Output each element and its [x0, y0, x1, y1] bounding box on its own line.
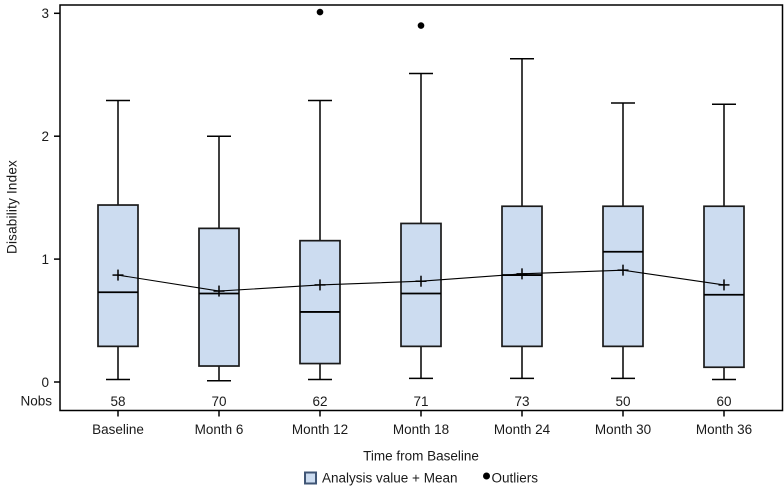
nobs-value: 62 — [312, 394, 327, 409]
y-tick-label: 2 — [41, 129, 49, 144]
nobs-value: 73 — [514, 394, 529, 409]
outlier-dot — [417, 22, 425, 29]
legend-outlier-dot-icon — [483, 472, 491, 480]
outlier-dot — [316, 8, 324, 16]
x-tick-label: Month 24 — [494, 422, 551, 437]
y-tick-label: 0 — [41, 375, 49, 390]
box-month-12 — [299, 239, 341, 365]
box-month-30 — [602, 205, 644, 348]
x-axis-title: Time from Baseline — [363, 448, 479, 464]
nobs-value: 58 — [110, 394, 125, 409]
y-tick-label: 3 — [41, 6, 49, 21]
x-tick-label: Month 6 — [195, 422, 244, 437]
legend-outliers-label: Outliers — [491, 470, 538, 486]
legend: Analysis value + Mean Outliers — [304, 471, 538, 486]
x-tick-label: Month 18 — [393, 422, 449, 437]
x-tick-label: Month 36 — [696, 422, 752, 437]
nobs-value: 71 — [413, 394, 428, 409]
y-axis-title: Disability Index — [4, 160, 20, 254]
x-tick-label: Baseline — [92, 422, 144, 437]
nobs-value: 60 — [716, 394, 731, 409]
legend-analysis-label: Analysis value + Mean — [322, 470, 458, 486]
x-tick-label: Month 30 — [595, 422, 651, 437]
nobs-value: 50 — [615, 394, 630, 409]
x-tick-label: Month 12 — [292, 422, 348, 437]
y-tick-label: 1 — [41, 252, 49, 267]
nobs-row-label: Nobs — [20, 393, 52, 409]
nobs-value: 70 — [211, 394, 226, 409]
legend-box-swatch-icon — [304, 471, 318, 485]
box-month-6 — [198, 227, 240, 367]
